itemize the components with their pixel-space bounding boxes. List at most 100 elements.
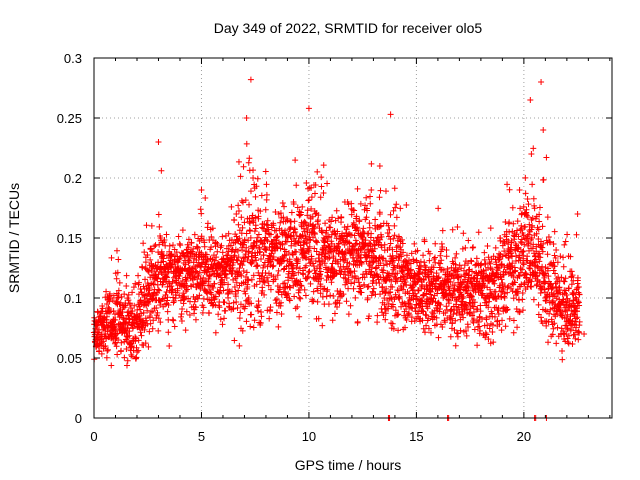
data-point xyxy=(482,334,489,341)
data-point xyxy=(481,283,488,290)
data-point xyxy=(428,295,435,301)
data-point xyxy=(374,319,381,326)
data-point xyxy=(342,275,349,282)
data-point xyxy=(327,292,334,299)
data-point xyxy=(344,223,351,230)
data-point xyxy=(267,304,274,311)
data-point xyxy=(402,324,409,331)
data-point xyxy=(355,275,362,282)
data-point xyxy=(260,262,267,269)
data-point xyxy=(125,291,132,298)
data-point xyxy=(202,259,209,265)
data-point xyxy=(198,233,205,240)
data-point xyxy=(514,324,521,331)
data-point xyxy=(423,312,430,319)
data-point xyxy=(94,309,101,316)
data-point xyxy=(263,191,270,198)
data-point xyxy=(521,271,528,278)
data-point xyxy=(572,335,579,342)
data-point xyxy=(169,242,176,249)
data-point xyxy=(478,287,485,294)
data-point xyxy=(504,289,511,296)
data-point xyxy=(153,304,160,311)
data-point xyxy=(132,280,139,287)
data-point xyxy=(176,255,183,262)
data-point xyxy=(553,295,560,302)
x-axis-label: GPS time / hours xyxy=(295,457,402,473)
data-point xyxy=(207,271,214,278)
data-point xyxy=(235,158,242,165)
data-point xyxy=(331,271,338,277)
y-tick-label: 0.2 xyxy=(64,171,82,186)
data-point xyxy=(126,332,133,339)
data-point xyxy=(123,346,130,353)
data-point xyxy=(563,307,570,313)
data-point xyxy=(228,271,235,277)
data-point xyxy=(495,311,502,318)
data-point xyxy=(289,268,296,275)
data-point xyxy=(103,354,110,361)
data-point xyxy=(137,306,144,313)
data-point xyxy=(288,209,295,216)
data-point xyxy=(235,254,242,261)
data-point xyxy=(447,278,454,285)
data-point xyxy=(551,263,558,270)
data-point xyxy=(323,288,330,295)
data-point xyxy=(364,283,371,290)
data-point xyxy=(514,288,521,295)
data-point xyxy=(121,291,128,298)
data-point xyxy=(297,278,304,285)
data-point xyxy=(154,309,161,316)
data-point xyxy=(405,311,412,318)
data-point xyxy=(442,310,449,317)
data-point xyxy=(568,268,575,275)
data-point xyxy=(200,304,207,311)
data-point xyxy=(310,234,317,241)
data-point xyxy=(517,205,524,212)
data-point xyxy=(105,304,112,311)
data-point xyxy=(475,229,482,236)
data-point xyxy=(254,175,261,182)
data-point xyxy=(499,317,506,324)
data-point xyxy=(240,258,247,265)
data-point xyxy=(518,236,525,243)
data-point xyxy=(550,240,557,247)
data-point xyxy=(304,239,311,246)
data-point xyxy=(510,220,517,227)
data-point xyxy=(397,244,404,251)
data-point xyxy=(364,253,371,260)
data-point xyxy=(421,262,428,269)
data-point xyxy=(248,276,255,283)
data-point xyxy=(390,207,397,214)
data-point xyxy=(465,323,472,330)
data-point xyxy=(253,257,260,264)
data-point xyxy=(408,250,415,257)
data-point xyxy=(225,294,232,301)
data-point xyxy=(168,251,175,258)
data-point xyxy=(279,199,286,206)
data-point xyxy=(450,275,457,282)
data-point xyxy=(305,273,312,280)
data-point xyxy=(529,222,536,229)
data-point xyxy=(479,290,486,297)
data-point xyxy=(437,321,444,328)
data-point xyxy=(161,236,168,243)
data-point xyxy=(250,324,257,331)
data-point xyxy=(323,277,330,284)
data-point xyxy=(266,315,273,322)
data-point xyxy=(328,279,335,286)
data-point xyxy=(194,244,201,251)
data-point xyxy=(217,316,224,323)
data-point xyxy=(573,231,580,238)
data-point xyxy=(536,218,543,225)
data-point xyxy=(422,329,429,336)
data-point xyxy=(345,285,352,292)
data-point xyxy=(519,296,526,303)
data-point xyxy=(445,296,452,303)
data-point xyxy=(521,281,527,288)
data-point xyxy=(381,241,388,248)
data-point xyxy=(209,237,216,244)
data-point xyxy=(175,233,182,240)
data-point xyxy=(434,290,441,297)
data-point xyxy=(159,254,166,261)
